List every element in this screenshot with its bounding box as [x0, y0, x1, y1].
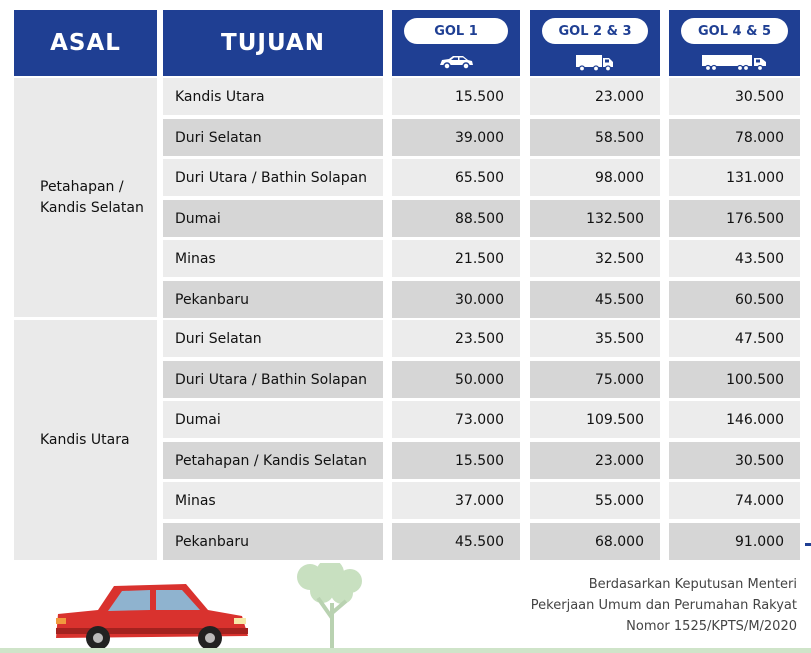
car-icon [440, 56, 473, 70]
origin-cell-petahapan: Petahapan / Kandis Selatan [14, 78, 157, 317]
destination-cell: Pekanbaru [163, 281, 383, 318]
header-tujuan: TUJUAN [163, 10, 383, 76]
destination-cell: Duri Selatan [163, 320, 383, 357]
gol-1-price-cell: 23.500 [392, 320, 520, 357]
regulation-line: Berdasarkan Keputusan Menteri [588, 577, 797, 592]
gol-2-3-price-cell: 23.000 [530, 442, 660, 479]
origin-line: Kandis Utara [40, 431, 130, 448]
gol-1-price-cell: 21.500 [392, 240, 520, 277]
trailer-truck-icon [701, 55, 766, 72]
gol-4-5-price-cell: 30.500 [669, 442, 800, 479]
gol-2-3-price-cell: 35.500 [530, 320, 660, 357]
gol-1-label: GOL 1 [404, 18, 508, 44]
gol-1-price-cell: 88.500 [392, 200, 520, 237]
origin-line: Kandis Selatan [40, 199, 144, 216]
destination-cell: Dumai [163, 401, 383, 438]
ground-strip [0, 648, 811, 653]
gol-1-price-cell: 37.000 [392, 482, 520, 519]
red-car-icon [56, 584, 248, 650]
gol-2-3-price-cell: 58.500 [530, 119, 660, 156]
destination-cell: Minas [163, 240, 383, 277]
gol-1-price-cell: 39.000 [392, 119, 520, 156]
gol-4-5-price-cell: 91.000 [669, 523, 800, 560]
gol-4-5-price-cell: 78.000 [669, 119, 800, 156]
destination-cell: Minas [163, 482, 383, 519]
tree-icon [297, 563, 362, 651]
gol-1-price-cell: 30.000 [392, 281, 520, 318]
gol-4-5-price-cell: 60.500 [669, 281, 800, 318]
gol-4-5-price-cell: 43.500 [669, 240, 800, 277]
gol-2-3-price-cell: 45.500 [530, 281, 660, 318]
origin-line: Petahapan / [40, 178, 124, 195]
gol-2-3-price-cell: 23.000 [530, 78, 660, 115]
header-gol-2-3: GOL 2 & 3 [530, 10, 660, 76]
gol-4-5-price-cell: 176.500 [669, 200, 800, 237]
regulation-line: Pekerjaan Umum dan Perumahan Rakyat [530, 598, 797, 613]
destination-cell: Petahapan / Kandis Selatan [163, 442, 383, 479]
header-gol-4-5: GOL 4 & 5 [669, 10, 800, 76]
truck-icon [576, 55, 613, 72]
destination-cell: Duri Utara / Bathin Solapan [163, 159, 383, 196]
destination-cell: Duri Utara / Bathin Solapan [163, 361, 383, 398]
gol-1-price-cell: 45.500 [392, 523, 520, 560]
gol-1-price-cell: 65.500 [392, 159, 520, 196]
gol-4-5-price-cell: 30.500 [669, 78, 800, 115]
gol-2-3-price-cell: 68.000 [530, 523, 660, 560]
header-asal-label: ASAL [50, 30, 121, 56]
gol-1-price-cell: 73.000 [392, 401, 520, 438]
header-tujuan-label: TUJUAN [221, 30, 325, 56]
regulation-line: Nomor 1525/KPTS/M/2020 [626, 619, 797, 634]
gol-4-5-price-cell: 146.000 [669, 401, 800, 438]
gol-1-price-cell: 15.500 [392, 78, 520, 115]
header-gol-1: GOL 1 [392, 10, 520, 76]
gol-2-3-label: GOL 2 & 3 [542, 18, 648, 44]
gol-4-5-price-cell: 47.500 [669, 320, 800, 357]
origin-cell-kandis-utara: Kandis Utara [14, 320, 157, 560]
gol-4-5-price-cell: 100.500 [669, 361, 800, 398]
gol-4-5-label: GOL 4 & 5 [681, 18, 788, 44]
regulation-note: Berdasarkan Keputusan Menteri Pekerjaan … [457, 574, 797, 637]
gol-2-3-price-cell: 132.500 [530, 200, 660, 237]
gol-2-3-price-cell: 98.000 [530, 159, 660, 196]
gol-4-5-price-cell: 74.000 [669, 482, 800, 519]
destination-cell: Dumai [163, 200, 383, 237]
gol-1-price-cell: 15.500 [392, 442, 520, 479]
destination-cell: Kandis Utara [163, 78, 383, 115]
gol-2-3-price-cell: 109.500 [530, 401, 660, 438]
destination-cell: Pekanbaru [163, 523, 383, 560]
gol-2-3-price-cell: 55.000 [530, 482, 660, 519]
edge-mark [805, 543, 811, 546]
gol-1-price-cell: 50.000 [392, 361, 520, 398]
header-asal: ASAL [14, 10, 157, 76]
gol-2-3-price-cell: 75.000 [530, 361, 660, 398]
gol-2-3-price-cell: 32.500 [530, 240, 660, 277]
gol-4-5-price-cell: 131.000 [669, 159, 800, 196]
destination-cell: Duri Selatan [163, 119, 383, 156]
